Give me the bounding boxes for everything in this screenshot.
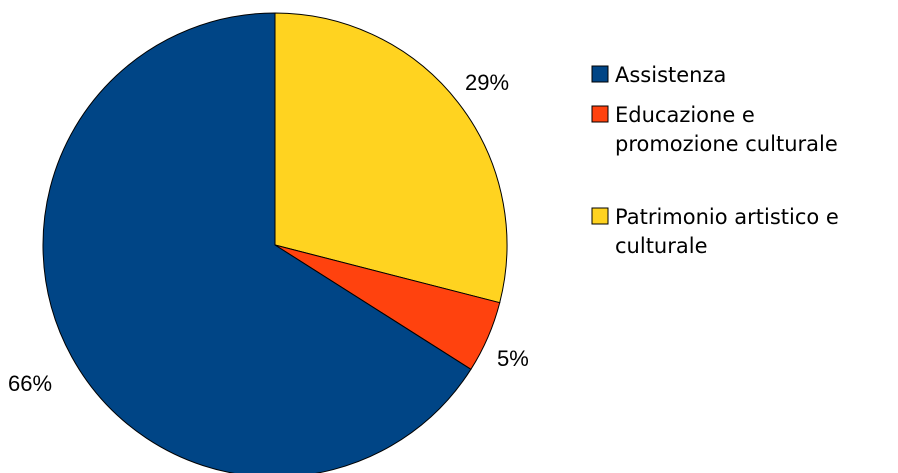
legend-label-educazione-line-2: promozione culturale bbox=[615, 132, 838, 156]
data-label-assistenza: 66% bbox=[8, 371, 52, 396]
legend-label-educazione-line-1: Educazione e bbox=[615, 103, 755, 127]
legend-label-patrimonio-line-2: culturale bbox=[615, 234, 708, 258]
pie-slices bbox=[42, 12, 508, 473]
data-labels: 29% 5% 66% bbox=[8, 70, 529, 396]
legend: Assistenza Educazione e promozione cultura… bbox=[591, 63, 839, 258]
legend-swatch-assistenza bbox=[591, 65, 609, 83]
legend-swatch-patrimonio bbox=[591, 207, 609, 225]
legend-swatch-educazione bbox=[591, 105, 609, 123]
legend-label-patrimonio-line-1: Patrimonio artistico e bbox=[615, 205, 839, 229]
pie-slice-assistenza bbox=[42, 12, 472, 473]
data-label-educazione: 5% bbox=[497, 346, 529, 371]
pie-slice-patrimonio bbox=[274, 12, 508, 304]
data-label-patrimonio: 29% bbox=[465, 70, 509, 95]
legend-label-assistenza-line-1: Assistenza bbox=[615, 63, 726, 87]
